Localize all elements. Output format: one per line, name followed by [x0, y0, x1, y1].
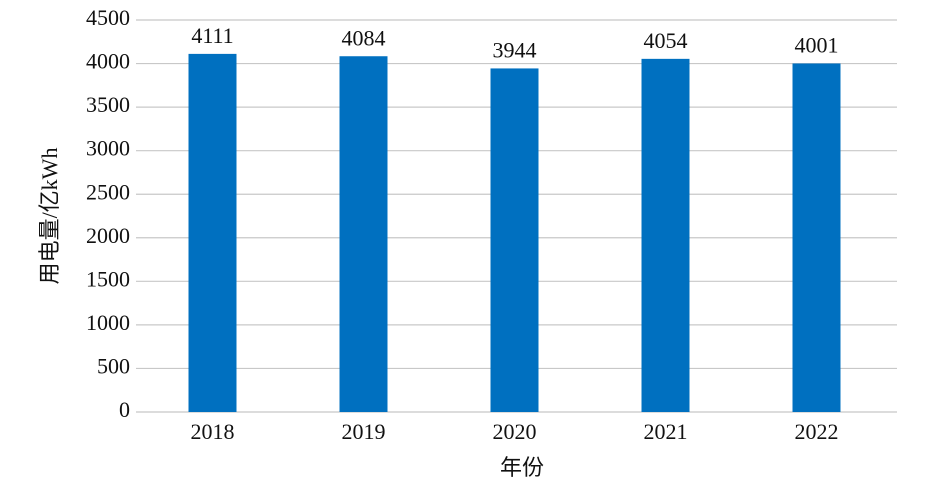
y-tick-label: 2000: [86, 223, 130, 248]
data-label: 4084: [342, 25, 386, 50]
bar: [641, 58, 690, 412]
bar: [490, 68, 539, 412]
data-label: 4111: [191, 23, 233, 48]
y-tick-label: 3500: [86, 92, 130, 117]
x-tick-label: 2022: [795, 419, 839, 444]
x-axis-label: 年份: [500, 455, 544, 480]
y-tick-label: 4500: [86, 5, 130, 30]
data-label: 3944: [493, 37, 537, 62]
bar: [188, 53, 237, 412]
y-tick-label: 500: [97, 353, 130, 378]
x-tick-label: 2019: [342, 419, 386, 444]
data-label: 4054: [644, 28, 688, 53]
y-tick-label: 4000: [86, 49, 130, 74]
y-axis-label: 用电量/亿kWh: [37, 148, 62, 285]
bar: [339, 56, 388, 413]
x-tick-label: 2021: [644, 419, 688, 444]
x-tick-label: 2020: [493, 419, 537, 444]
data-label: 4001: [795, 33, 839, 58]
x-tick-label: 2018: [191, 419, 235, 444]
y-tick-label: 2500: [86, 179, 130, 204]
bar: [792, 63, 841, 412]
y-tick-label: 3000: [86, 136, 130, 161]
y-tick-label: 0: [119, 397, 130, 422]
y-tick-label: 1500: [86, 266, 130, 291]
y-tick-label: 1000: [86, 310, 130, 335]
